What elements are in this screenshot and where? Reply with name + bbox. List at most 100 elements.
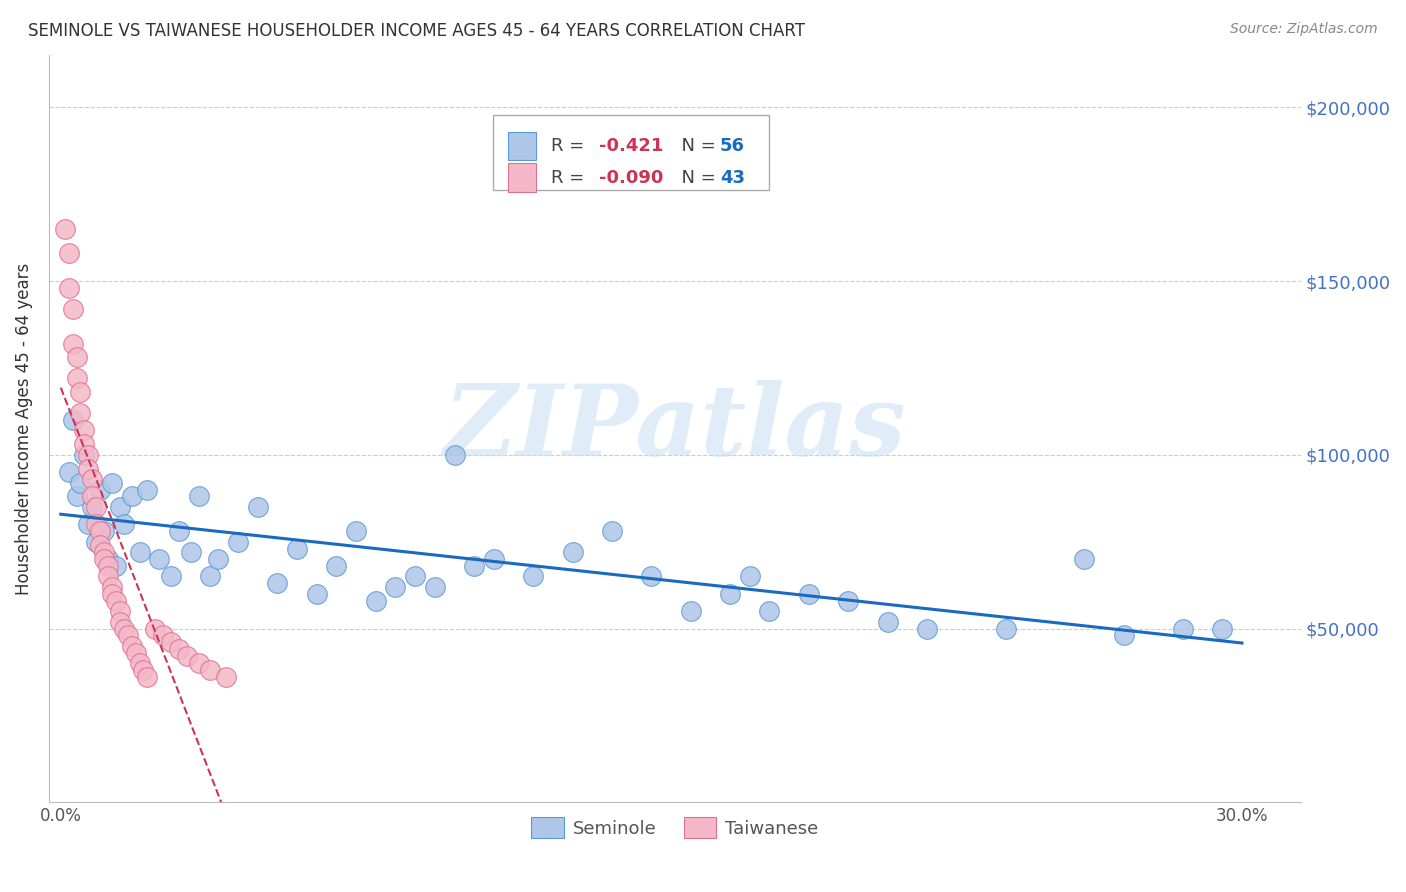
Point [876, 615, 898, 629]
Point [463, 558, 485, 573]
Text: 43: 43 [720, 169, 745, 186]
Point [226, 534, 249, 549]
Text: R =: R = [551, 169, 591, 186]
Text: -0.090: -0.090 [599, 169, 664, 186]
Point [915, 622, 938, 636]
Point [384, 580, 406, 594]
Point [77, 517, 100, 532]
Point [160, 635, 183, 649]
Point [97, 569, 120, 583]
Point [128, 545, 150, 559]
Point [1171, 622, 1194, 636]
Point [62, 301, 84, 316]
Point [160, 569, 183, 583]
Point [1211, 622, 1233, 636]
Point [143, 622, 166, 636]
Text: Source: ZipAtlas.com: Source: ZipAtlas.com [1230, 22, 1378, 37]
Point [180, 545, 202, 559]
Point [69, 406, 91, 420]
Text: -0.421: -0.421 [599, 137, 664, 155]
Point [58, 281, 80, 295]
Point [97, 552, 120, 566]
Point [84, 534, 107, 549]
Point [65, 490, 87, 504]
Point [136, 483, 159, 497]
Point [65, 351, 87, 365]
Point [522, 569, 544, 583]
Point [679, 604, 702, 618]
Point [69, 475, 91, 490]
Text: N =: N = [671, 137, 721, 155]
Bar [509, 132, 536, 161]
Point [93, 545, 115, 559]
Point [101, 475, 124, 490]
Text: 56: 56 [720, 137, 745, 155]
Point [73, 448, 96, 462]
Point [285, 541, 308, 556]
Text: R =: R = [551, 137, 596, 155]
Point [797, 587, 820, 601]
Point [73, 424, 96, 438]
Point [73, 437, 96, 451]
Y-axis label: Householder Income Ages 45 - 64 years: Householder Income Ages 45 - 64 years [15, 262, 32, 595]
Point [77, 461, 100, 475]
Point [1073, 552, 1095, 566]
Point [65, 371, 87, 385]
Point [62, 336, 84, 351]
Point [364, 593, 387, 607]
Bar [494, 115, 769, 190]
Point [84, 517, 107, 532]
Point [136, 670, 159, 684]
Point [1112, 628, 1135, 642]
Point [112, 517, 135, 532]
Text: N =: N = [671, 169, 721, 186]
Point [176, 649, 198, 664]
Point [640, 569, 662, 583]
Point [89, 483, 111, 497]
Point [84, 500, 107, 514]
Point [104, 593, 127, 607]
Point [148, 552, 170, 566]
Point [101, 580, 124, 594]
Point [215, 670, 238, 684]
Point [62, 413, 84, 427]
Point [128, 657, 150, 671]
Point [167, 524, 190, 539]
Point [58, 465, 80, 479]
Text: SEMINOLE VS TAIWANESE HOUSEHOLDER INCOME AGES 45 - 64 YEARS CORRELATION CHART: SEMINOLE VS TAIWANESE HOUSEHOLDER INCOME… [28, 22, 806, 40]
Point [758, 604, 780, 618]
Point [69, 385, 91, 400]
Point [837, 593, 859, 607]
Point [994, 622, 1017, 636]
Point [187, 657, 209, 671]
Point [482, 552, 505, 566]
Point [82, 472, 104, 486]
Point [53, 222, 76, 236]
Point [187, 490, 209, 504]
Point [404, 569, 426, 583]
Point [132, 663, 155, 677]
Point [266, 576, 288, 591]
Text: ZIPatlas: ZIPatlas [444, 381, 907, 477]
Point [77, 448, 100, 462]
Point [112, 622, 135, 636]
Point [246, 500, 269, 514]
Point [561, 545, 583, 559]
Point [108, 615, 131, 629]
Point [108, 604, 131, 618]
Point [101, 587, 124, 601]
Point [124, 646, 146, 660]
Point [117, 628, 139, 642]
Point [600, 524, 623, 539]
Point [305, 587, 328, 601]
Point [121, 639, 143, 653]
Point [97, 558, 120, 573]
Point [443, 448, 465, 462]
Point [93, 524, 115, 539]
Point [738, 569, 761, 583]
Point [167, 642, 190, 657]
Point [93, 552, 115, 566]
Point [152, 628, 174, 642]
Point [82, 490, 104, 504]
Point [344, 524, 367, 539]
